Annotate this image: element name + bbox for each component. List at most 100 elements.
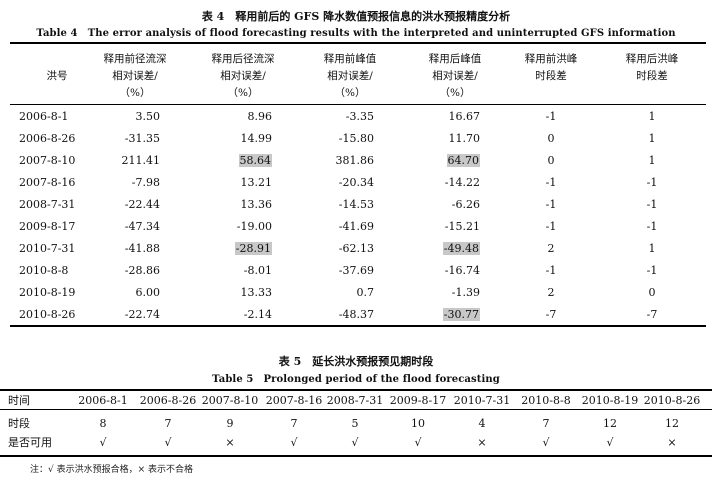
table-cell: -22.44 xyxy=(100,197,160,213)
table-cell: 7 xyxy=(164,417,172,430)
cell-value: -15.21 xyxy=(444,220,480,233)
table-cell: -8.01 xyxy=(212,263,272,279)
cell-value: -16.74 xyxy=(444,264,480,277)
table-cell: 2007-8-16 xyxy=(265,394,323,407)
table-row: 2008-7-31 -22.44 13.36 -14.53 -6.26 -1 -1 xyxy=(0,194,712,216)
table-row: 2010-8-8 -28.86 -8.01 -37.69 -16.74 -1 -1 xyxy=(0,260,712,282)
row-label: 时段 xyxy=(8,417,30,430)
cell-value: 2 xyxy=(547,242,555,255)
flood-id-cell: 2006-8-1 xyxy=(19,109,109,125)
table-cell: 16.67 xyxy=(420,109,481,125)
cell-value: -48.37 xyxy=(338,308,374,321)
table-cell: 9 xyxy=(226,417,234,430)
cell-value: -30.77 xyxy=(442,308,480,321)
table4-header-cell: 释用后洪峰 时段差 xyxy=(597,51,707,85)
cell-value: 2008-7-31 xyxy=(19,198,76,211)
table4-header-cell: 释用前峰值 相对误差/ （%） xyxy=(295,51,405,102)
table4-header-line: （%） xyxy=(439,87,471,99)
cell-value: 1 xyxy=(648,242,656,255)
table-row: 时段 8 7 9 7 5 10 4 7 12 12 xyxy=(0,414,712,433)
table-cell: -16.74 xyxy=(420,263,480,279)
table-cell: 0.7 xyxy=(314,285,375,301)
table-cell: 7 xyxy=(542,417,550,430)
cell-value: -41.69 xyxy=(338,220,374,233)
table-cell: -62.13 xyxy=(314,241,374,257)
table-cell: -1 xyxy=(531,175,571,191)
cell-value: 8.96 xyxy=(247,110,273,123)
table-cell: 2010-8-8 xyxy=(521,394,571,407)
table-cell: 2007-8-10 xyxy=(201,394,259,407)
cell-value: -7 xyxy=(545,308,557,321)
cell-value: -47.34 xyxy=(124,220,160,233)
table-cell: -6.26 xyxy=(420,197,480,213)
table-cell: × xyxy=(477,436,487,449)
table-cell: -41.88 xyxy=(100,241,160,257)
table4-header-line: 时段差 xyxy=(636,70,668,82)
table-row: 2006-8-26 -31.35 14.99 -15.80 11.70 0 1 xyxy=(0,128,712,150)
table-cell: -19.00 xyxy=(212,219,272,235)
table-cell: 58.64 xyxy=(212,153,272,169)
flood-id-cell: 2010-8-8 xyxy=(19,263,109,279)
table-cell: -3.35 xyxy=(314,109,374,125)
table4-header-line: 释用前径流深 xyxy=(103,53,167,65)
cell-value: 2010-8-26 xyxy=(19,308,76,321)
table4-bottom-rule xyxy=(10,325,706,327)
cell-value: -1 xyxy=(545,264,557,277)
table-cell: √ xyxy=(414,436,422,449)
table4-header-line: 释用后洪峰 xyxy=(625,53,679,65)
table-cell: -1 xyxy=(632,175,672,191)
table4-header-cell: 释用前径流深 相对误差/ （%） xyxy=(80,51,190,102)
table-cell: -7 xyxy=(632,307,672,323)
table-cell: -20.34 xyxy=(314,175,374,191)
table-cell: -47.34 xyxy=(100,219,160,235)
cell-value: 2010-8-8 xyxy=(19,264,69,277)
table-cell: -14.53 xyxy=(314,197,374,213)
table-cell: √ xyxy=(542,436,550,449)
table4-header-line: （%） xyxy=(227,87,259,99)
table-row: 2009-8-17 -47.34 -19.00 -41.69 -15.21 -1 -1 xyxy=(0,216,712,238)
flood-id-cell: 2008-7-31 xyxy=(19,197,109,213)
cell-value: 0 xyxy=(648,286,656,299)
cell-value: 0 xyxy=(547,154,555,167)
table4-header-line: 释用前峰值 xyxy=(323,53,377,65)
cell-value: 2 xyxy=(547,286,555,299)
cell-value: 16.67 xyxy=(448,110,481,123)
table4-header-cell: 释用后径流深 相对误差/ （%） xyxy=(188,51,298,102)
cell-value: -1 xyxy=(646,220,658,233)
table-cell: × xyxy=(667,436,677,449)
cell-value: -41.88 xyxy=(124,242,160,255)
table-row: 2010-8-19 6.00 13.33 0.7 -1.39 2 0 xyxy=(0,282,712,304)
flood-id-cell: 2007-8-10 xyxy=(19,153,109,169)
table-cell: -7 xyxy=(531,307,571,323)
table-cell: √ xyxy=(606,436,614,449)
cell-value: -2.14 xyxy=(243,308,272,321)
table5-top-rule xyxy=(0,389,712,391)
table-row: 2010-8-26 -22.74 -2.14 -48.37 -30.77 -7 -7 xyxy=(0,304,712,326)
table5-bottom-rule xyxy=(0,455,712,457)
table-row: 2010-7-31 -41.88 -28.91 -62.13 -49.48 2 1 xyxy=(0,238,712,260)
cell-value: -28.91 xyxy=(234,242,272,255)
cell-value: 0.7 xyxy=(356,286,375,299)
table-row: 2007-8-10 211.41 58.64 381.86 64.70 0 1 xyxy=(0,150,712,172)
cell-value: -14.53 xyxy=(338,198,374,211)
cell-value: 11.70 xyxy=(448,132,481,145)
table-cell: √ xyxy=(164,436,172,449)
table-cell: 381.86 xyxy=(314,153,375,169)
flood-id-cell: 2009-8-17 xyxy=(19,219,109,235)
table-cell: 64.70 xyxy=(420,153,480,169)
cell-value: 1 xyxy=(648,110,656,123)
table-cell: 7 xyxy=(290,417,298,430)
cell-value: 2010-7-31 xyxy=(19,242,76,255)
table-cell: -2.14 xyxy=(212,307,272,323)
table-cell: 12 xyxy=(665,417,679,430)
table-cell: 2010-7-31 xyxy=(453,394,511,407)
table-cell: -1 xyxy=(632,197,672,213)
flood-id-cell: 2006-8-26 xyxy=(19,131,109,147)
table-cell: 2 xyxy=(531,285,571,301)
table-row: 是否可用 √ √ × √ √ √ × √ √ × xyxy=(0,433,712,452)
table-cell: -22.74 xyxy=(100,307,160,323)
cell-value: -28.86 xyxy=(124,264,160,277)
row-label: 时间 xyxy=(8,394,30,407)
table4-top-rule xyxy=(10,42,706,44)
cell-value: -1.39 xyxy=(451,286,480,299)
